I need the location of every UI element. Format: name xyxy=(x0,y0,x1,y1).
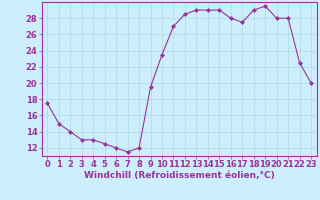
X-axis label: Windchill (Refroidissement éolien,°C): Windchill (Refroidissement éolien,°C) xyxy=(84,171,275,180)
